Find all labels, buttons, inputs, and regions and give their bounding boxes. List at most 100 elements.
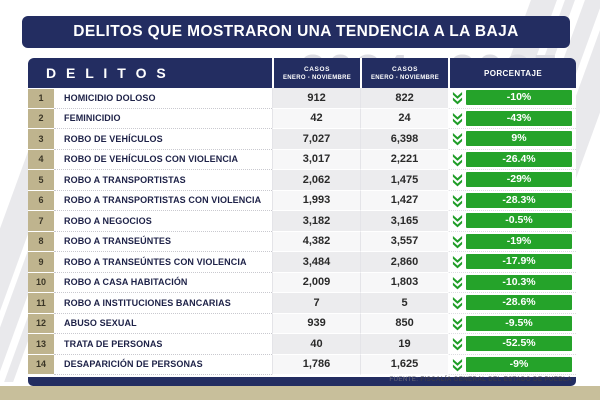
row-delito-name: TRATA DE PERSONAS (54, 334, 273, 355)
porcentaje-badge: 9% (466, 131, 573, 147)
row-casos-2025: 1,803 (360, 272, 449, 293)
row-porcentaje-cell: -19% (448, 231, 577, 252)
row-delito-name: ROBO A TRANSEÚNTES CON VIOLENCIA (54, 252, 273, 273)
double-chevron-down-icon (452, 295, 463, 310)
row-casos-2025: 5 (360, 293, 449, 314)
porcentaje-wrapper: -9% (450, 355, 576, 375)
porcentaje-wrapper: -17.9% (450, 252, 576, 272)
double-chevron-down-icon (452, 275, 463, 290)
row-casos-2025: 3,557 (360, 231, 449, 252)
table-row: 3 ROBO DE VEHÍCULOS 7,027 6,398 9% (28, 129, 577, 150)
row-casos-2025: 1,625 (360, 354, 449, 375)
column-header-casos-2024-line2: ENERO - NOVIEMBRE (282, 74, 352, 81)
porcentaje-badge: -17.9% (466, 254, 573, 270)
double-chevron-down-icon (452, 213, 463, 228)
row-casos-2024: 3,182 (272, 211, 361, 232)
row-number: 6 (28, 190, 54, 211)
row-casos-2025: 2,860 (360, 252, 449, 273)
source-text: FISCALÍA GENERAL DEL ESTADO DE PUEBLA (420, 376, 572, 383)
row-number: 10 (28, 272, 54, 293)
double-chevron-down-icon (452, 234, 463, 249)
row-casos-2024: 2,009 (272, 272, 361, 293)
column-header-porcentaje: PORCENTAJE (448, 58, 577, 88)
porcentaje-badge: -43% (466, 110, 573, 126)
table-row: 12 ABUSO SEXUAL 939 850 -9.5% (28, 313, 577, 334)
table-row: 2 FEMINICIDIO 42 24 -43% (28, 108, 577, 129)
double-chevron-down-icon (452, 336, 463, 351)
porcentaje-wrapper: -28.3% (450, 191, 576, 211)
page-title-text: DELITOS QUE MOSTRARON UNA TENDENCIA A LA… (73, 23, 519, 40)
double-chevron-down-icon (452, 152, 463, 167)
row-porcentaje-cell: -28.6% (448, 293, 577, 314)
row-delito-name: HOMICIDIO DOLOSO (54, 88, 273, 109)
table-row: 13 TRATA DE PERSONAS 40 19 -52.5% (28, 334, 577, 355)
row-porcentaje-cell: 9% (448, 129, 577, 150)
row-porcentaje-cell: -0.5% (448, 211, 577, 232)
bottom-band (0, 386, 600, 400)
porcentaje-wrapper: -26.4% (450, 150, 576, 170)
table-footer-bar (28, 377, 576, 386)
row-porcentaje-cell: -52.5% (448, 334, 577, 355)
table-row: 9 ROBO A TRANSEÚNTES CON VIOLENCIA 3,484 2,… (28, 252, 577, 273)
double-chevron-down-icon (452, 316, 463, 331)
row-number: 12 (28, 313, 54, 334)
porcentaje-wrapper: -0.5% (450, 211, 576, 231)
double-chevron-down-icon (452, 357, 463, 372)
porcentaje-badge: -26.4% (466, 151, 573, 167)
table-row: 6 ROBO A TRANSPORTISTAS CON VIOLENCIA 1,99… (28, 190, 577, 211)
row-casos-2024: 912 (272, 88, 361, 109)
porcentaje-badge: -0.5% (466, 213, 573, 229)
porcentaje-badge: -9% (466, 356, 573, 372)
porcentaje-badge: -28.3% (466, 192, 573, 208)
porcentaje-wrapper: -19% (450, 232, 576, 252)
table-row: 14 DESAPARICIÓN DE PERSONAS 1,786 1,625 -9% (28, 354, 577, 375)
porcentaje-wrapper: 9% (450, 129, 576, 149)
row-casos-2024: 1,786 (272, 354, 361, 375)
row-number: 1 (28, 88, 54, 109)
row-number: 3 (28, 129, 54, 150)
double-chevron-down-icon (452, 254, 463, 269)
row-number: 7 (28, 211, 54, 232)
row-delito-name: ROBO A TRANSPORTISTAS CON VIOLENCIA (54, 190, 273, 211)
porcentaje-wrapper: -29% (450, 170, 576, 190)
row-number: 13 (28, 334, 54, 355)
row-delito-name: ROBO DE VEHÍCULOS (54, 129, 273, 150)
column-header-casos-2025-line2: ENERO - NOVIEMBRE (370, 74, 440, 81)
porcentaje-wrapper: -9.5% (450, 314, 576, 334)
row-number: 11 (28, 293, 54, 314)
row-casos-2025: 24 (360, 108, 449, 129)
table-row: 8 ROBO A TRANSEÚNTES 4,382 3,557 -19% (28, 231, 577, 252)
row-porcentaje-cell: -28.3% (448, 190, 577, 211)
source-label: FUENTE: (389, 376, 419, 383)
table-row: 1 HOMICIDIO DOLOSO 912 822 -10% (28, 88, 577, 109)
table-header: D E L I T O S CASOS ENERO - NOVIEMBRE CA… (28, 58, 577, 88)
row-casos-2024: 4,382 (272, 231, 361, 252)
row-delito-name: ROBO A TRANSEÚNTES (54, 231, 273, 252)
porcentaje-wrapper: -28.6% (450, 293, 576, 313)
delitos-table-container: D E L I T O S CASOS ENERO - NOVIEMBRE CA… (28, 58, 577, 386)
row-porcentaje-cell: -29% (448, 170, 577, 191)
table-row: 4 ROBO DE VEHÍCULOS CON VIOLENCIA 3,017 2,2… (28, 149, 577, 170)
row-casos-2024: 2,062 (272, 170, 361, 191)
double-chevron-down-icon (452, 90, 463, 105)
column-header-casos-2025-line1: CASOS (391, 65, 419, 73)
row-number: 5 (28, 170, 54, 191)
column-header-casos-2024: CASOS ENERO - NOVIEMBRE (272, 58, 361, 88)
row-casos-2025: 850 (360, 313, 449, 334)
double-chevron-down-icon (452, 172, 463, 187)
column-header-delitos: D E L I T O S (28, 58, 273, 88)
row-delito-name: ROBO A TRANSPORTISTAS (54, 170, 273, 191)
row-casos-2024: 1,993 (272, 190, 361, 211)
porcentaje-badge: -28.6% (466, 295, 573, 311)
row-casos-2025: 2,221 (360, 149, 449, 170)
porcentaje-badge: -29% (466, 172, 573, 188)
delitos-table: D E L I T O S CASOS ENERO - NOVIEMBRE CA… (28, 58, 577, 375)
row-casos-2024: 7 (272, 293, 361, 314)
row-porcentaje-cell: -26.4% (448, 149, 577, 170)
row-casos-2025: 3,165 (360, 211, 449, 232)
table-body: 1 HOMICIDIO DOLOSO 912 822 -10% 2 FEMINICIDIO 4… (28, 88, 577, 375)
row-porcentaje-cell: -10.3% (448, 272, 577, 293)
table-row: 5 ROBO A TRANSPORTISTAS 2,062 1,475 -29% (28, 170, 577, 191)
row-porcentaje-cell: -17.9% (448, 252, 577, 273)
row-delito-name: DESAPARICIÓN DE PERSONAS (54, 354, 273, 375)
